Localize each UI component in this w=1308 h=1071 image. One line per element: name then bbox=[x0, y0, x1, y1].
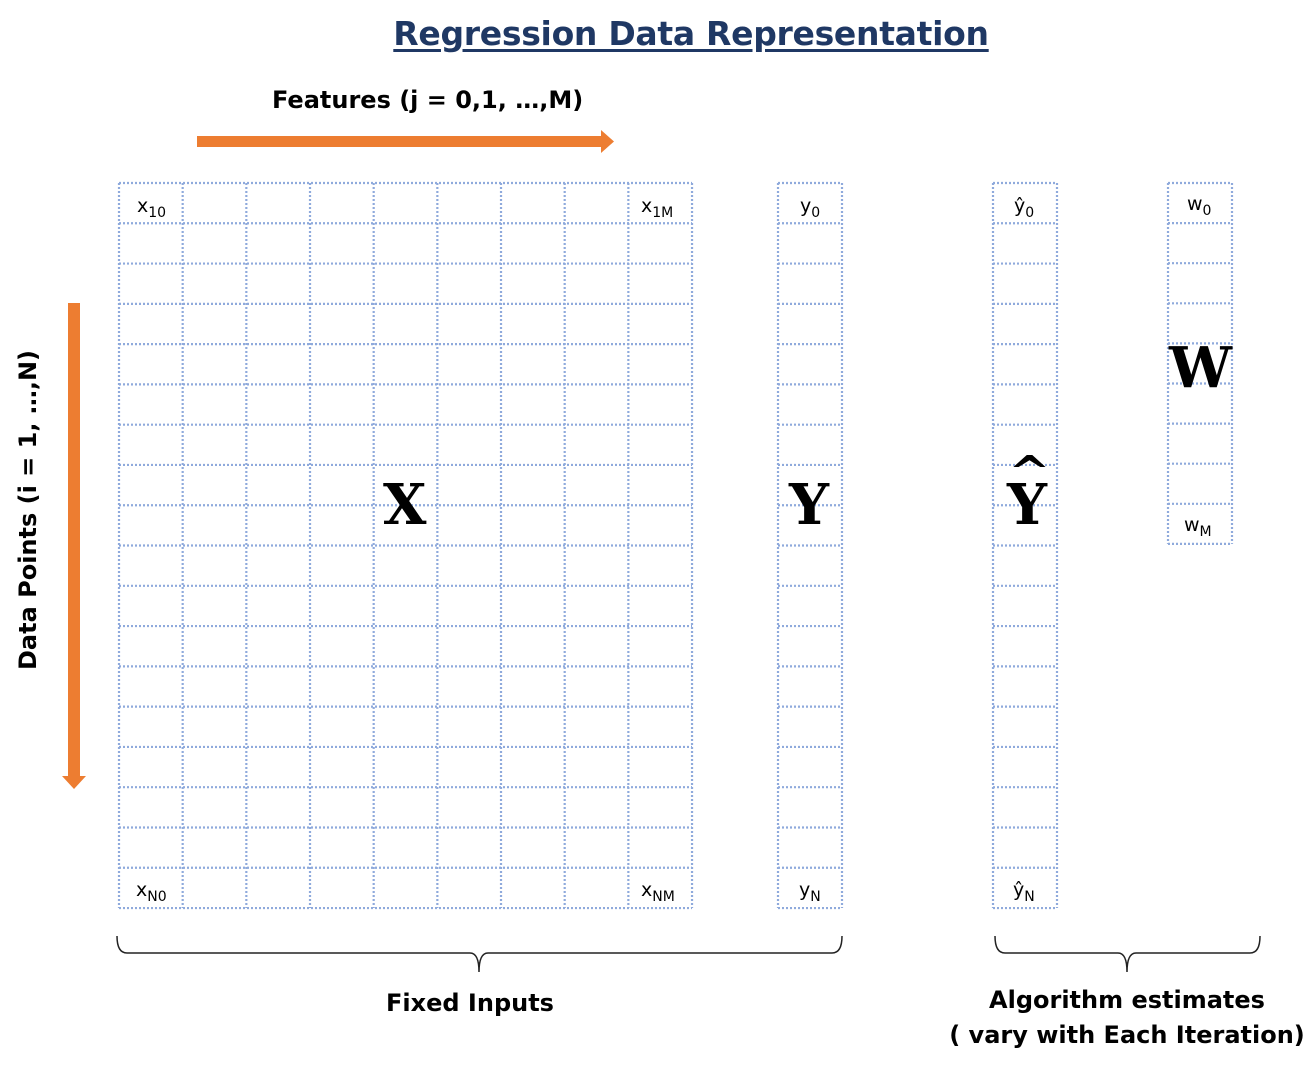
w-top-label: w0 bbox=[1187, 193, 1212, 219]
yhat-vector-grid bbox=[991, 181, 1059, 910]
data-points-arrow bbox=[62, 303, 86, 789]
w-bottom-label: wM bbox=[1184, 514, 1212, 540]
w-vector-grid bbox=[1166, 181, 1234, 546]
x-matrix-grid bbox=[117, 181, 694, 910]
yhat-top-label: ŷ0 bbox=[1014, 195, 1035, 221]
data-points-label: Data Points (i = 1, …,N) bbox=[14, 349, 42, 671]
features-arrow bbox=[197, 130, 614, 153]
page-title: Regression Data Representation bbox=[393, 14, 989, 53]
w-vector-symbol: W bbox=[1169, 335, 1232, 401]
x-top-left-label: x10 bbox=[137, 195, 167, 221]
algorithm-estimates-label: Algorithm estimates bbox=[989, 986, 1265, 1014]
x-bottom-right-label: xNM bbox=[641, 879, 675, 905]
y-vector-symbol: Y bbox=[789, 472, 829, 538]
algorithm-estimates-sublabel: ( vary with Each Iteration) bbox=[949, 1021, 1305, 1049]
yhat-bottom-label: ŷN bbox=[1013, 879, 1035, 905]
fixed-inputs-brace bbox=[116, 935, 843, 973]
fixed-inputs-label: Fixed Inputs bbox=[386, 989, 554, 1017]
yhat-hat-mark: ^ bbox=[1008, 447, 1051, 498]
y-top-label: y0 bbox=[800, 195, 821, 221]
y-bottom-label: yN bbox=[799, 879, 821, 905]
algorithm-estimates-brace bbox=[994, 935, 1261, 973]
features-label: Features (j = 0,1, …,M) bbox=[272, 86, 584, 114]
yhat-vector-symbol: Y bbox=[1007, 472, 1047, 538]
x-top-right-label: x1M bbox=[641, 195, 674, 221]
x-matrix-symbol: X bbox=[383, 472, 427, 538]
x-bottom-left-label: xN0 bbox=[136, 879, 167, 905]
y-vector-grid bbox=[776, 181, 844, 910]
